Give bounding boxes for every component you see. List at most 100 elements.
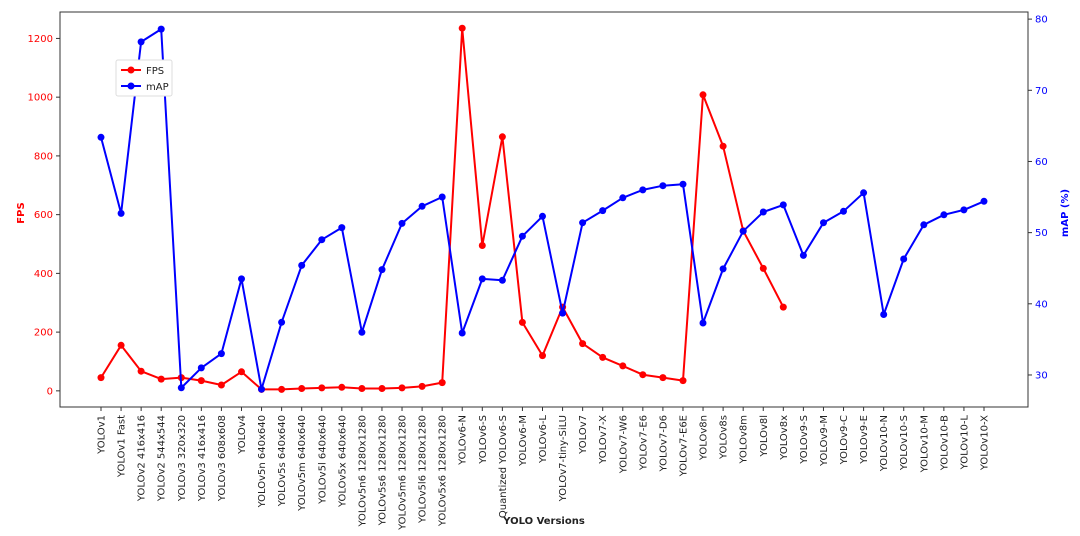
x-tick-label: YOLOv8s <box>719 415 730 460</box>
fps-point <box>779 303 787 311</box>
map-point <box>258 385 265 393</box>
x-tick-label: YOLOv9-C <box>839 415 850 465</box>
series-layer <box>97 24 988 393</box>
left-tick-label: 1200 <box>28 34 53 45</box>
left-axis-ticks: 0 200 400 600 800 1000 1200 <box>28 34 60 397</box>
map-point <box>920 221 928 229</box>
x-tick-label: YOLOv7-E6E <box>678 415 689 477</box>
plot-area <box>59 11 1029 408</box>
x-tick-label: YOLOv10-X <box>980 415 991 471</box>
map-point <box>719 265 727 273</box>
x-tick-label: YOLOv3 416x416 <box>197 415 208 502</box>
x-tick-label: YOLOv5x6 1280x1280 <box>438 415 449 527</box>
fps-point <box>759 264 767 272</box>
x-tick-label: YOLOv7-D6 <box>658 415 669 472</box>
fps-point <box>518 318 526 326</box>
map-point <box>699 319 707 327</box>
map-point <box>458 329 466 337</box>
left-tick-label: 800 <box>34 151 53 162</box>
x-tick-label: YOLOv7-tiny-SiLU <box>558 415 569 502</box>
x-tick-label: YOLOv5l 640x640 <box>317 415 328 505</box>
legend: FPS mAP <box>115 59 173 97</box>
left-tick-label: 0 <box>47 386 53 397</box>
map-point <box>639 186 647 194</box>
x-tick-label: YOLOv5n6 1280x1280 <box>357 415 368 528</box>
x-tick-label: YOLOv6-S <box>478 415 489 465</box>
fps-point <box>579 340 587 348</box>
map-point <box>278 318 286 326</box>
map-point <box>498 276 506 284</box>
x-tick-label: YOLOv8l <box>759 415 770 458</box>
map-point <box>759 208 767 216</box>
fps-point <box>458 24 466 32</box>
map-point <box>860 189 868 197</box>
map-point <box>619 194 627 202</box>
map-point <box>117 209 125 217</box>
fps-point <box>298 385 306 392</box>
x-tick-label: YOLOv6-M <box>518 415 529 467</box>
fps-point <box>719 142 727 150</box>
fps-point <box>679 377 687 385</box>
x-tick-label: YOLOv10-B <box>939 415 950 471</box>
map-point <box>418 202 426 210</box>
right-tick-label: 70 <box>1035 86 1048 97</box>
map-point <box>679 180 687 188</box>
map-point <box>599 207 607 215</box>
x-tick-label: YOLOv9-M <box>819 415 830 467</box>
map-point <box>358 328 366 336</box>
x-tick-label: YOLOv5n 640x640 <box>257 415 268 508</box>
x-axis-title: YOLO Versions <box>502 516 585 527</box>
x-tick-label: YOLOv7-X <box>598 415 609 465</box>
map-point <box>318 236 326 244</box>
map-point <box>478 275 486 283</box>
fps-point <box>137 367 145 375</box>
fps-point <box>117 341 125 349</box>
x-tick-label: YOLOv10-N <box>879 415 890 472</box>
x-tick-label: YOLOv8n <box>699 415 710 461</box>
fps-point <box>278 385 286 393</box>
fps-point <box>338 383 346 391</box>
map-point <box>438 193 446 201</box>
fps-point <box>498 133 506 141</box>
x-tick-label: YOLOv2 544x544 <box>157 415 168 502</box>
fps-point <box>619 362 627 370</box>
map-point <box>900 255 908 263</box>
map-point <box>820 219 827 227</box>
x-tick-label: YOLOv5s 640x640 <box>277 415 288 507</box>
x-tick-label: YOLOv8x <box>779 415 790 461</box>
x-tick-label: YOLOv10-S <box>899 415 910 471</box>
map-point <box>799 251 807 259</box>
fps-point <box>157 375 165 383</box>
legend-fps-label: FPS <box>146 66 164 77</box>
left-tick-label: 1000 <box>28 93 53 104</box>
fps-point <box>318 384 326 392</box>
map-point <box>398 219 406 227</box>
right-tick-label: 30 <box>1035 370 1048 381</box>
map-point <box>177 384 185 392</box>
x-tick-label: YOLOv9-E <box>859 415 870 465</box>
x-tick-label: Quantized YOLOv6-S <box>498 415 509 518</box>
map-point <box>197 364 205 372</box>
x-tick-label: YOLOv4 <box>237 415 248 455</box>
x-tick-label: YOLOv2 416x416 <box>137 415 148 502</box>
fps-point <box>599 353 607 361</box>
map-point <box>338 224 346 232</box>
map-point <box>579 219 587 227</box>
x-tick-label: YOLOv1 <box>97 415 108 455</box>
right-axis-ticks: 30 40 50 60 70 80 <box>1028 15 1048 381</box>
map-point <box>779 201 787 209</box>
map-point <box>980 197 988 205</box>
map-point <box>378 266 386 274</box>
x-tick-label: YOLOv7-W6 <box>618 415 629 474</box>
right-tick-label: 40 <box>1035 299 1048 310</box>
right-tick-label: 60 <box>1035 157 1048 168</box>
map-point <box>559 309 567 317</box>
x-tick-label: YOLOv5s6 1280x1280 <box>377 415 388 526</box>
left-tick-label: 600 <box>34 210 53 221</box>
x-tick-label: YOLOv3 320x320 <box>177 415 188 502</box>
map-point <box>659 182 667 190</box>
x-tick-label: YOLOv7-E6 <box>638 415 649 471</box>
x-tick-label: YOLOv10-M <box>919 415 930 473</box>
map-point <box>217 350 225 358</box>
